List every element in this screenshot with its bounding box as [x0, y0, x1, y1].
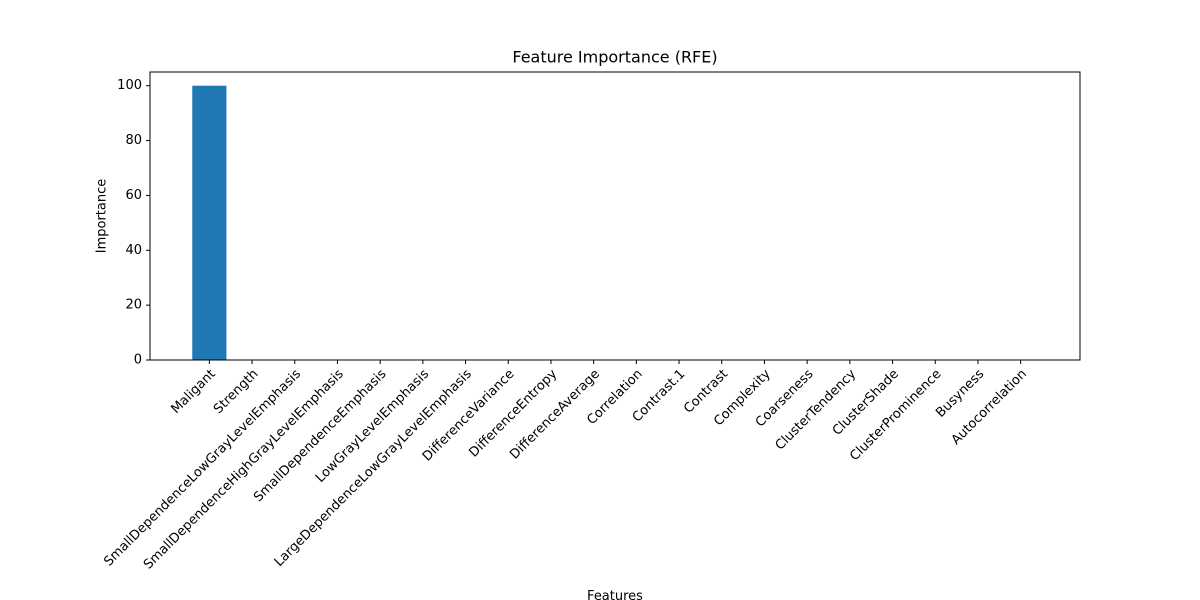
- y-tick-label: 40: [125, 243, 142, 258]
- x-tick-label: LargeDependenceLowGrayLevelEmphasis: [272, 367, 475, 570]
- y-tick-label: 100: [117, 78, 142, 93]
- chart-title: Feature Importance (RFE): [512, 48, 717, 67]
- x-tick-label: SmallDependenceLowGrayLevelEmphasis: [101, 367, 304, 570]
- y-axis-label: Importance: [95, 179, 110, 254]
- x-tick-label: ClusterTendency: [773, 366, 860, 453]
- y-tick-label: 60: [125, 188, 142, 203]
- x-tick-label: Maligant: [168, 367, 218, 417]
- x-axis-label: Features: [587, 589, 643, 600]
- y-tick-label: 0: [134, 353, 142, 368]
- x-tick-label: SmallDependenceHighGrayLevelEmphasis: [141, 367, 347, 573]
- bar: [192, 85, 227, 360]
- x-tick-label: Autocorrelation: [949, 367, 1030, 448]
- y-tick-label: 80: [125, 133, 142, 148]
- y-tick-label: 20: [125, 298, 142, 313]
- plot-frame: [149, 71, 1081, 361]
